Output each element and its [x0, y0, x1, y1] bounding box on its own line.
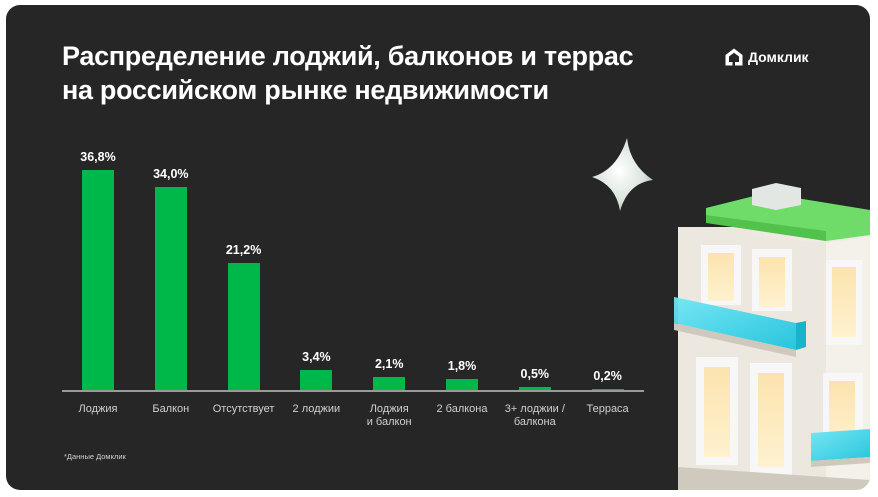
bar: [82, 170, 114, 390]
bar: [300, 369, 333, 390]
category-label: Лоджия и балкон: [344, 403, 434, 429]
category-label: Балкон: [126, 403, 216, 416]
bar-value-label: 0,5%: [520, 367, 550, 381]
category-label: Терраса: [563, 403, 653, 416]
category-label: Отсутствует: [199, 403, 289, 416]
category-label-line: Лоджия: [78, 403, 118, 415]
bar-value-label: 36,8%: [80, 150, 116, 164]
bar-chart: 36,8% Лоджия 34,0% Балкон 21,2% Отсутствует 3,…: [6, 5, 666, 490]
category-label: Лоджия: [53, 403, 143, 416]
bar-value-label: 1,8%: [447, 359, 477, 374]
category-label-line: Лоджия: [369, 403, 409, 415]
category-label-line: 3+ лоджии /: [504, 403, 565, 415]
bar: [446, 379, 478, 390]
bar: [373, 377, 406, 390]
bar-value-label: 2,1%: [374, 357, 404, 372]
source-footnote: *Данные Домклик: [64, 452, 126, 461]
logo-text: Домклик: [748, 49, 809, 65]
bar-value-label: 3,4%: [302, 349, 331, 364]
x-axis-baseline: [62, 390, 644, 392]
domclick-logo: Домклик: [724, 47, 809, 67]
category-label-line: 2 лоджии: [292, 403, 341, 415]
category-label-line: Терраса: [586, 403, 629, 415]
house-logo-icon: [725, 48, 743, 66]
category-label-line: Отсутствует: [212, 403, 275, 415]
bar-value-label: 0,2%: [593, 368, 622, 383]
infographic-card: Распределение лоджий, балконов и террас …: [6, 5, 870, 490]
bar: [154, 186, 187, 390]
bar-value-label: 21,2%: [225, 243, 262, 258]
category-label-line: балкона: [513, 416, 556, 428]
title-line-2: на российском рынке недвижимости: [62, 75, 549, 105]
category-label: 3+ лоджии / балкона: [490, 403, 580, 429]
bar: [227, 263, 260, 390]
title-line-1: Распределение лоджий, балконов и террас: [62, 41, 634, 71]
category-label: 2 балкона: [417, 403, 507, 416]
bar-value-label: 34,0%: [153, 166, 189, 181]
chart-title: Распределение лоджий, балконов и террас …: [62, 39, 634, 107]
bar: [518, 387, 551, 390]
category-label-line: Балкон: [152, 403, 190, 415]
category-label-line: 2 балкона: [436, 403, 488, 415]
bar: [591, 388, 624, 390]
category-label-line: и балкон: [366, 416, 412, 428]
category-label: 2 лоджии: [271, 403, 361, 416]
